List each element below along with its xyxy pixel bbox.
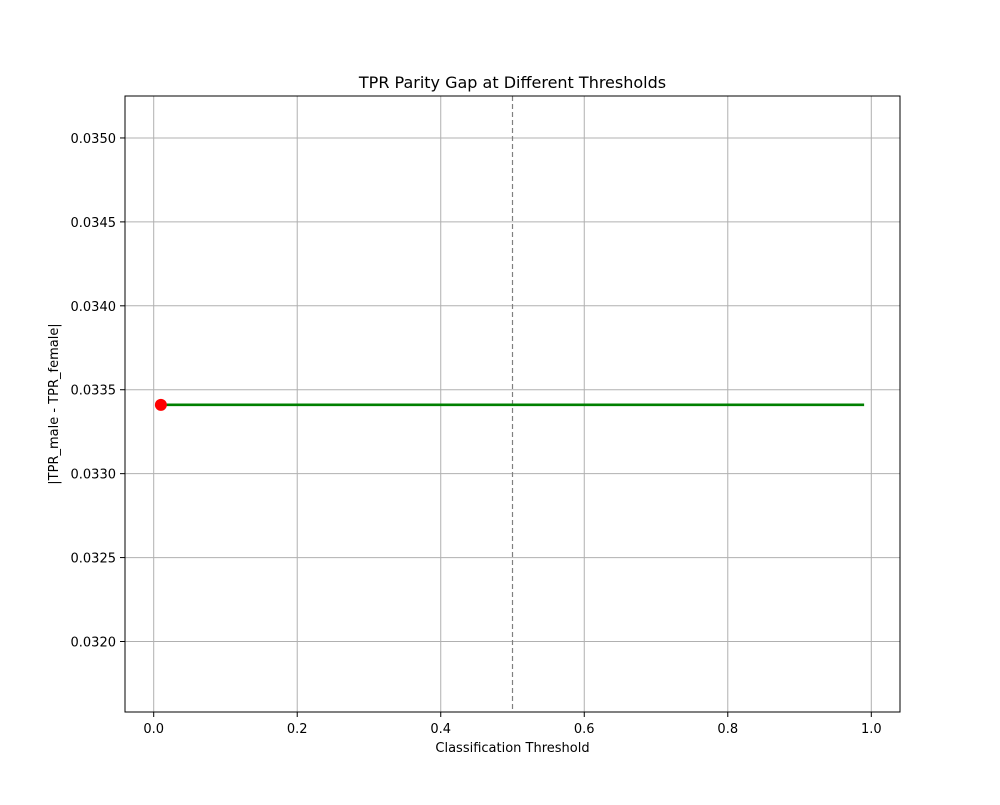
x-tick-label: 0.0 xyxy=(143,722,164,737)
y-tick-label: 0.0335 xyxy=(71,384,117,399)
x-tick-label: 0.6 xyxy=(574,722,595,737)
y-tick-label: 0.0325 xyxy=(71,552,117,567)
ticks: 0.0 0.2 0.4 0.6 0.8 1.0 0.0320 0.0325 0.0330 0.03… xyxy=(71,132,882,737)
chart-title: TPR Parity Gap at Different Thresholds xyxy=(358,73,666,92)
y-axis-label: |TPR_male - TPR_female| xyxy=(47,323,62,484)
y-tick-label: 0.0345 xyxy=(71,216,117,231)
y-tick-label: 0.0340 xyxy=(71,300,117,315)
x-tick-label: 0.4 xyxy=(430,722,451,737)
highlight-point xyxy=(154,398,167,411)
y-tick-label: 0.0330 xyxy=(71,468,117,483)
x-axis-label: Classification Threshold xyxy=(435,741,589,756)
y-tick-label: 0.0320 xyxy=(71,636,117,651)
plot-area-frame xyxy=(124,95,901,713)
x-tick-label: 1.0 xyxy=(861,722,882,737)
x-tick-label: 0.2 xyxy=(287,722,308,737)
x-tick-label: 0.8 xyxy=(717,722,738,737)
y-tick-label: 0.0350 xyxy=(71,132,117,147)
series-layer xyxy=(154,398,865,411)
